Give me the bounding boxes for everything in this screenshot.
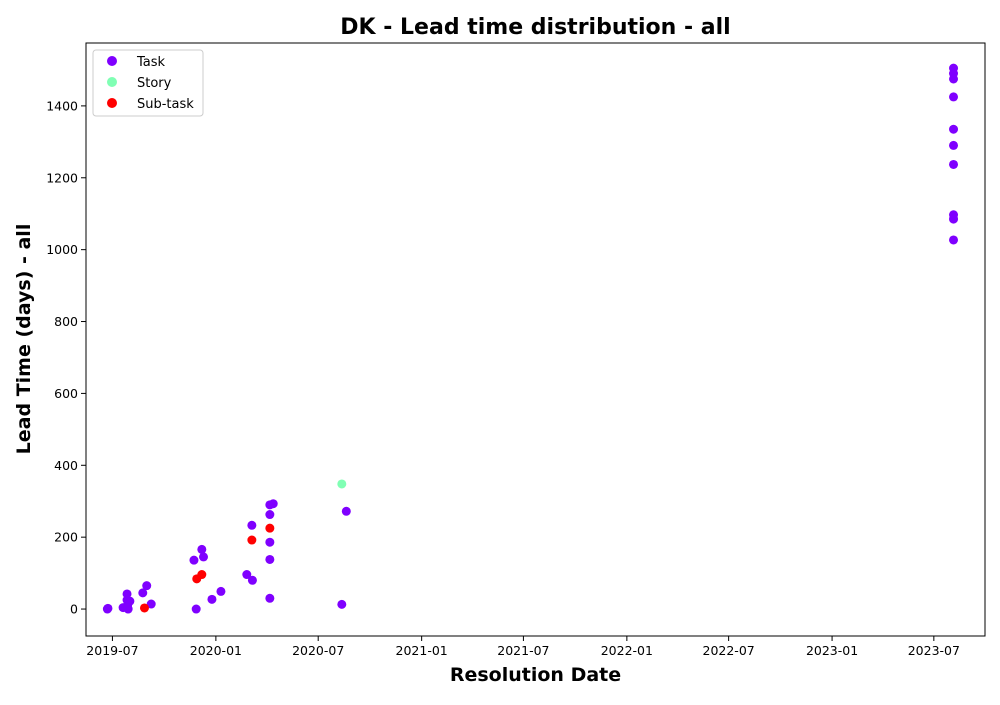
legend-marker-story xyxy=(107,77,117,87)
x-tick-label: 2022-01 xyxy=(601,643,653,658)
data-point-task xyxy=(265,537,275,547)
y-axis-ticks: 0 200 400 600 800 1000 1200 1400 xyxy=(46,98,86,617)
y-tick-label: 200 xyxy=(54,530,78,545)
data-point-sub-task xyxy=(247,535,257,545)
data-point-task xyxy=(123,604,133,614)
data-point-task xyxy=(265,554,275,564)
y-tick-label: 800 xyxy=(54,314,78,329)
legend: Task Story Sub-task xyxy=(92,49,204,117)
x-tick-label: 2023-01 xyxy=(806,643,858,658)
legend-label-story: Story xyxy=(137,76,172,91)
data-point-task xyxy=(341,506,351,516)
x-tick-label: 2020-01 xyxy=(190,643,242,658)
data-point-task xyxy=(103,603,113,613)
x-axis-label: Resolution Date xyxy=(450,664,621,686)
data-points xyxy=(102,63,959,614)
data-point-task xyxy=(142,581,152,591)
y-axis-label: Lead Time (days) - all xyxy=(13,224,35,455)
data-point-task xyxy=(949,74,959,84)
data-point-task xyxy=(268,499,278,509)
data-point-task xyxy=(207,594,217,604)
data-point-task xyxy=(337,599,347,609)
legend-marker-sub-task xyxy=(107,98,117,108)
data-point-story xyxy=(337,479,347,489)
data-point-task xyxy=(242,570,252,580)
data-point-sub-task xyxy=(265,523,275,533)
data-point-task xyxy=(125,596,135,606)
data-point-task xyxy=(247,575,257,585)
data-point-task xyxy=(949,214,959,224)
data-point-task xyxy=(191,604,201,614)
data-point-task xyxy=(197,544,207,554)
x-tick-label: 2021-01 xyxy=(396,643,448,658)
x-tick-label: 2019-07 xyxy=(86,643,138,658)
legend-label-task: Task xyxy=(136,55,166,70)
data-point-sub-task xyxy=(197,570,207,580)
legend-label-sub-task: Sub-task xyxy=(137,97,194,112)
data-point-task xyxy=(949,92,959,102)
data-point-task xyxy=(949,235,959,245)
legend-frame xyxy=(92,49,204,117)
data-point-task xyxy=(199,552,209,562)
data-point-task xyxy=(949,124,959,134)
y-tick-label: 400 xyxy=(54,458,78,473)
data-point-task xyxy=(138,588,148,598)
data-point-task xyxy=(949,159,959,169)
y-tick-label: 1200 xyxy=(46,170,78,185)
plot-area-frame xyxy=(85,42,986,637)
series-sub-task xyxy=(139,523,275,613)
series-story xyxy=(337,479,347,489)
series-task xyxy=(102,63,959,614)
data-point-task xyxy=(247,520,257,530)
data-point-task xyxy=(265,510,275,520)
data-point-task xyxy=(949,140,959,150)
data-point-task xyxy=(216,586,226,596)
x-tick-label: 2023-07 xyxy=(908,643,960,658)
chart-title: DK - Lead time distribution - all xyxy=(340,15,730,40)
y-tick-label: 1400 xyxy=(46,98,78,113)
data-point-task xyxy=(146,599,156,609)
y-tick-label: 600 xyxy=(54,386,78,401)
data-point-task xyxy=(265,593,275,603)
data-point-task xyxy=(189,555,199,565)
x-tick-label: 2020-07 xyxy=(292,643,344,658)
x-axis-ticks: 2019-07 2020-01 2020-07 2021-01 2021-07 2022-… xyxy=(86,636,960,658)
x-tick-label: 2022-07 xyxy=(703,643,755,658)
y-tick-label: 0 xyxy=(70,602,78,617)
legend-marker-task xyxy=(107,56,117,66)
y-tick-label: 1000 xyxy=(46,242,78,257)
x-tick-label: 2021-07 xyxy=(497,643,549,658)
data-point-sub-task xyxy=(139,603,149,613)
